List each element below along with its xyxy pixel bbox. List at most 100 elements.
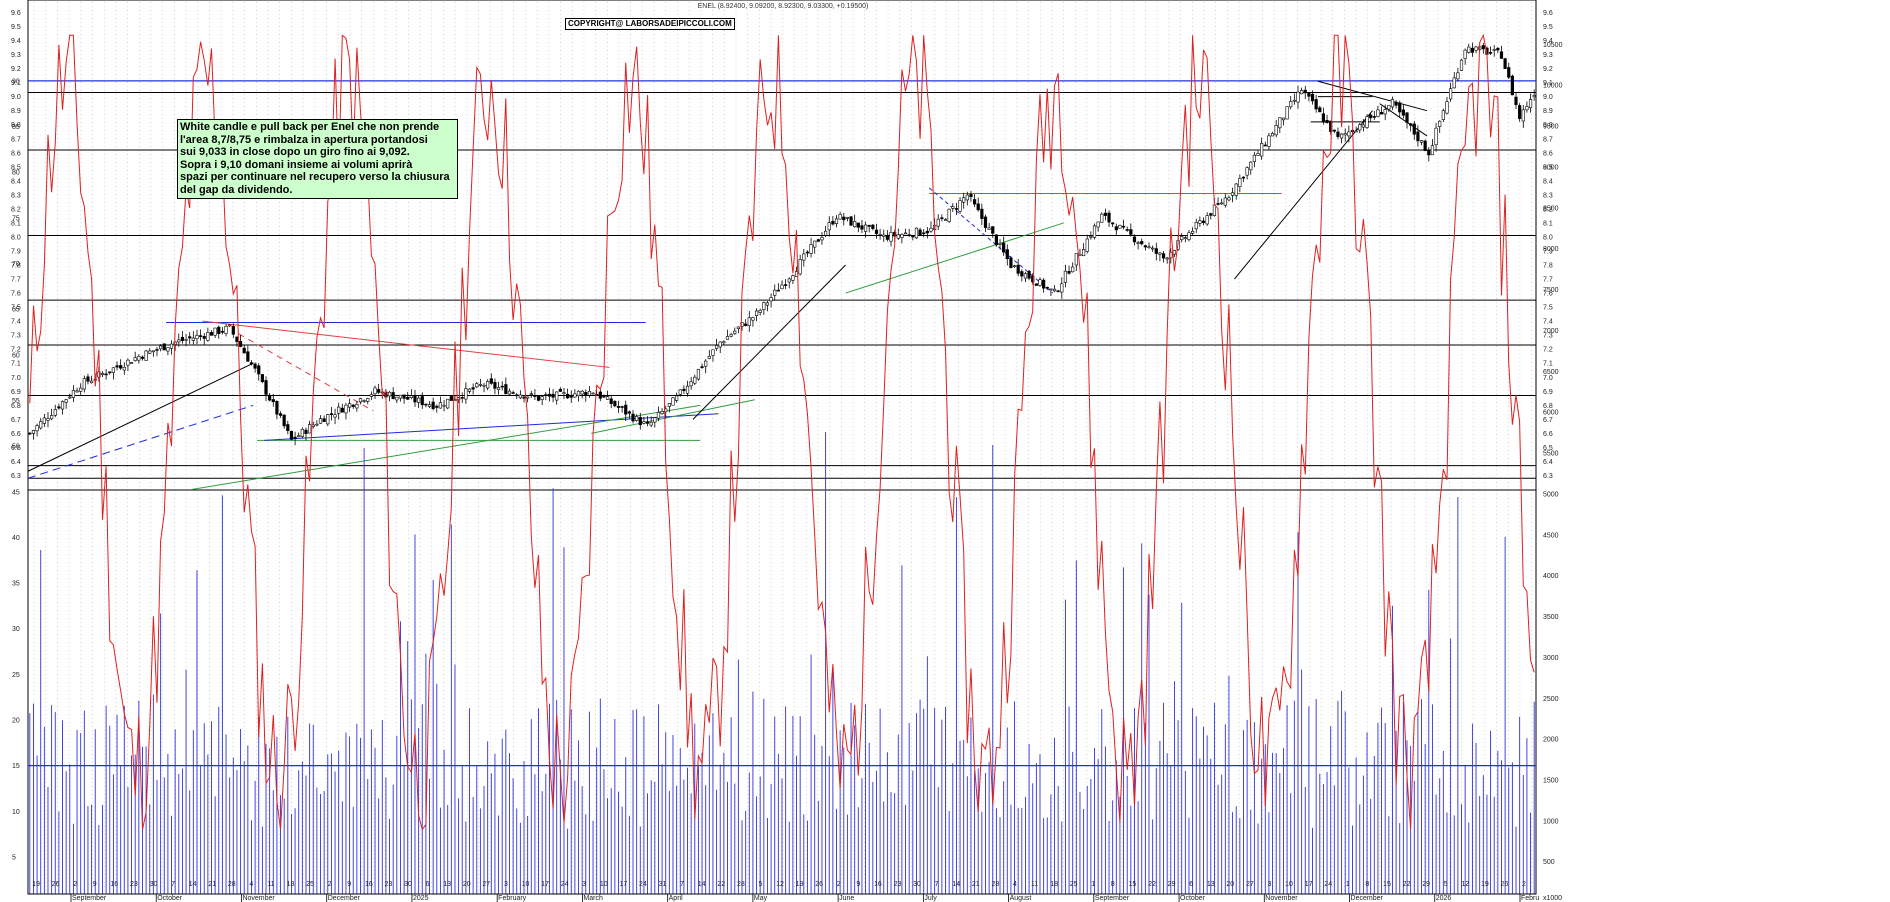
candle-body [711,349,715,356]
candle-body [878,233,882,236]
candle-body [816,239,820,242]
candle-body [791,275,795,281]
trendline [264,413,719,441]
date-tick: 23 [385,881,393,888]
candle-body [486,381,490,389]
candle-body [1379,111,1384,115]
candle-body [1002,242,1006,253]
month-label: May [754,895,768,902]
candle-body [911,235,915,238]
candle-body [1114,226,1118,231]
date-tick: 31 [659,881,667,888]
candle-body [238,341,243,347]
candle-body [1423,140,1427,151]
candle-body [1052,288,1057,292]
date-tick: 11 [267,881,274,888]
candle-body [1281,117,1286,121]
volume-tick: 6000 [1543,410,1559,417]
candle-body [366,397,370,402]
candle-body [551,393,555,398]
indicator-tick: 90 [12,78,20,85]
candle-body [562,392,566,394]
date-tick: 23 [130,881,138,888]
candle-body [580,390,584,395]
date-tick: 28 [228,881,236,888]
candle-body [1016,264,1020,274]
date-tick: 18 [1050,881,1058,888]
date-tick: 28 [737,881,745,888]
candle-body [834,218,839,224]
trendline [692,264,846,420]
candle-body [900,234,904,238]
date-tick: 9 [347,881,351,888]
candle-body [297,435,301,438]
candle-body [787,278,791,283]
candle-body [304,429,308,434]
candle-body [631,413,635,422]
candle-body [1198,220,1202,224]
candle-body [1492,49,1496,51]
date-tick: 3 [582,881,586,888]
date-tick: 11 [1031,881,1038,888]
candle-body [576,390,581,397]
candle-body [889,232,893,242]
date-tick: 30 [150,881,158,888]
price-tick-left: 6.6 [11,431,21,438]
candle-body [1343,133,1347,136]
candle-body [951,206,955,209]
candle-body [1532,95,1536,98]
price-tick-right: 9.3 [1543,52,1553,59]
candle-body [71,390,76,398]
candle-body [660,411,664,414]
price-tick-right: 8.6 [1543,150,1553,157]
price-tick-left: 8.2 [11,206,21,213]
price-tick-left: 8.1 [11,220,21,227]
candle-body [718,341,722,348]
candle-body [482,384,486,387]
candle-body [1100,213,1104,223]
date-tick: 20 [463,881,471,888]
candle-body [333,414,337,418]
candle-body [369,394,373,397]
candle-body [264,380,268,395]
candle-body [1238,178,1242,187]
price-tick-right: 8.1 [1543,220,1553,227]
candle-body [1463,49,1467,59]
candle-body [169,343,174,349]
candle-body [315,423,319,426]
price-tick-left: 6.7 [11,417,21,424]
candle-body [994,234,998,246]
candle-body [1216,203,1220,205]
price-tick-right: 7.2 [1543,347,1553,354]
note-line: White candle e pull back per Enel che no… [180,121,440,133]
candle-body [849,216,853,226]
candle-body [1441,110,1445,120]
candle-body [1252,154,1256,162]
date-tick: 7 [680,881,684,888]
candle-body [28,432,32,435]
month-label: November [242,895,275,902]
candle-body [896,234,900,239]
candle-body [1082,249,1086,257]
candle-body [1005,249,1009,260]
candle-body [903,232,908,235]
candle-body [678,389,682,395]
candle-body [940,217,944,219]
support-line [845,222,1064,294]
volume-tick: 500 [1543,859,1555,866]
month-label: March [583,895,603,902]
candle-body [954,208,959,210]
candle-body [1260,143,1264,157]
candle-body [1085,238,1089,252]
date-tick: 25 [1070,881,1078,888]
volume-tick: 9500 [1543,124,1559,131]
date-tick: 14 [698,881,706,888]
candle-body [184,339,188,341]
date-tick: 27 [1246,881,1254,888]
date-axis: 19 26 2 9 16 23 30 7 14 21 28 4 11 18 25 2 9 16 23 30 6 13 20 2… [28,881,1539,902]
date-tick: 29 [1168,881,1176,888]
candle-body [68,396,72,399]
candle-body [387,391,392,397]
candle-body [584,392,588,396]
price-tick-right: 6.7 [1543,417,1553,424]
